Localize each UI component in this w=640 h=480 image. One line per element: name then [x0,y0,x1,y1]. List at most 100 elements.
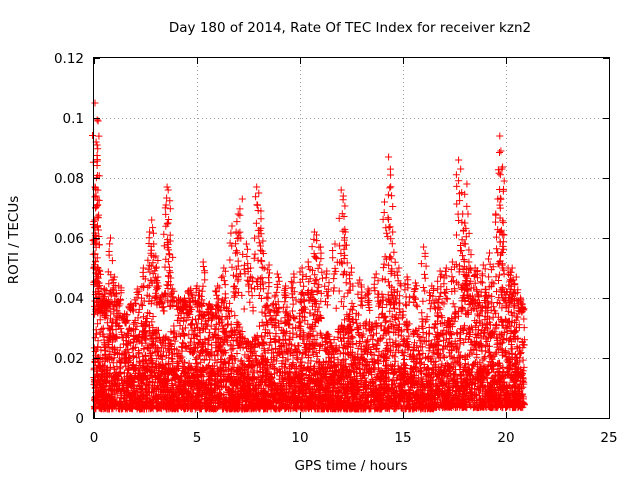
data-point [372,270,380,278]
data-point [242,240,250,248]
peak-trail [125,301,138,315]
y-tick-label: 0.1 [63,111,84,127]
peak-trail [287,273,300,308]
peak-trail [263,266,273,313]
peak-trail [211,284,223,313]
bulk-markers [90,267,528,413]
peak-trail [257,242,268,316]
data-point [150,240,158,248]
data-point [228,222,236,230]
data-point [463,180,471,188]
peak-trail [271,273,283,317]
data-point [465,246,473,254]
data-point [461,219,469,227]
peak-trail [226,229,238,307]
x-axis-label: GPS time / hours [294,458,407,474]
y-axis-label: ROTI / TECUs [6,196,22,284]
data-point [339,192,347,200]
data-point [442,264,450,272]
data-point [91,183,99,191]
data-point [107,234,114,242]
data-point [152,252,160,260]
peak-trail [113,284,125,315]
data-point [257,207,265,215]
data-point [163,183,171,191]
y-tick-label: 0.06 [54,231,84,247]
data-point [385,153,393,161]
data-point [166,237,174,245]
peak-trail [166,287,178,310]
data-point [381,198,388,206]
peak-trail [308,235,321,304]
peak-trail [314,249,326,305]
data-point [457,165,465,173]
data-point [162,201,170,209]
peak-trail [401,276,414,310]
data-point [356,276,364,284]
chart-title: Day 180 of 2014, Rate Of TEC Index for r… [169,20,531,36]
peak-trail [483,255,496,302]
data-point [234,210,242,218]
data-point [148,216,156,224]
data-point [298,264,306,272]
peak-trail [354,279,366,310]
peak-trail [203,301,216,316]
peak-trail [393,268,405,307]
plot-frame [93,57,610,419]
data-point [331,240,339,248]
data-point [497,147,505,155]
y-tick-label: 0 [75,411,84,427]
data-point [93,213,101,221]
peak-trail [425,285,438,313]
x-tick-label: 10 [291,430,308,446]
data-point [448,258,456,266]
data-point [255,189,263,197]
data-point [500,231,508,239]
peak-trail [370,274,383,310]
x-tick-label: 15 [394,430,411,446]
data-point [455,156,463,164]
y-tick-label: 0.04 [54,291,84,307]
peak-trail [517,304,528,316]
y-tick-label: 0.02 [54,351,84,367]
data-point [389,228,397,236]
axis-ticks [94,58,610,419]
peak-trail [447,263,459,311]
peak-trail [137,268,149,309]
data-point [247,264,255,272]
peak-trail [434,271,446,307]
x-tick-label: 25 [600,430,617,446]
data-point [337,186,345,194]
peak-trail [440,267,451,308]
x-tick-label: 0 [90,430,99,446]
data-point [273,270,281,278]
peak-trail [469,268,482,308]
data-point [387,171,395,179]
data-point [395,264,403,272]
peak-trail [384,183,397,286]
data-point [471,264,479,272]
x-tick-label: 5 [193,430,202,446]
peak-trail [236,205,248,299]
peak-trail [498,238,509,304]
peak-trail [131,287,143,316]
data-point [508,264,516,272]
data-point [317,243,325,251]
y-tick-label: 0.12 [54,51,84,67]
peak-trail [279,284,291,316]
peak-trail [321,270,333,309]
data-point [154,273,162,281]
data-point [486,249,493,257]
data-point [265,261,273,269]
data-point [479,261,487,269]
peak-trail [119,310,131,325]
peak-trail [409,282,421,311]
peak-trail [345,268,358,314]
data-point [220,264,228,272]
data-point [259,237,267,245]
peak-trail [362,287,374,314]
data-point [94,264,102,272]
data-point [420,243,428,251]
peak-trail [197,263,209,307]
